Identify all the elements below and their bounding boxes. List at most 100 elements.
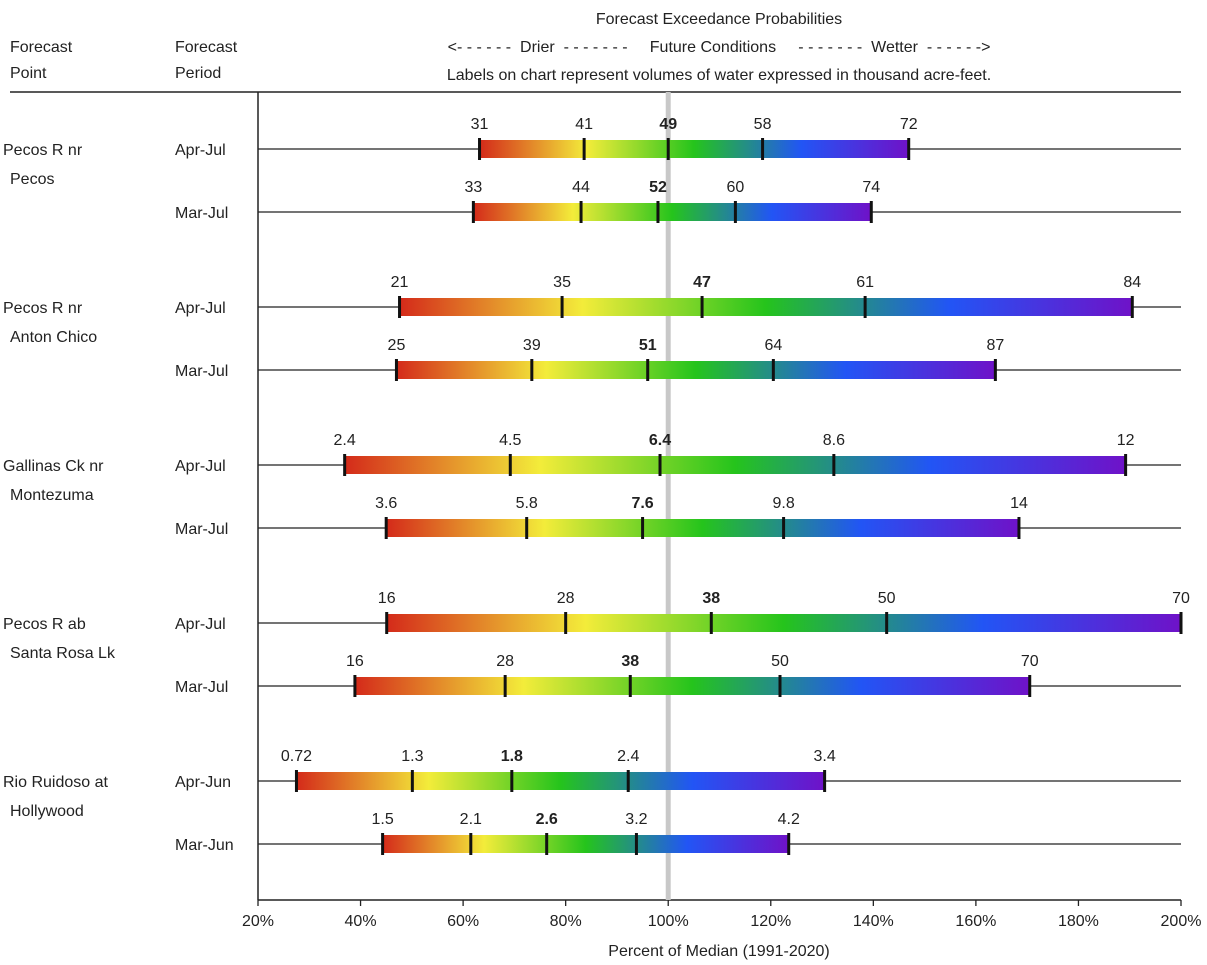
forecast-point-name: Rio Ruidoso at <box>3 774 109 791</box>
forecast-point-name-line2: Hollywood <box>10 803 84 820</box>
median-value-label: 2.6 <box>536 811 558 828</box>
forecast-point-group: Pecos R nr Pecos Apr-Jul 31 41 49 58 72 Mar-Jul 3… <box>3 116 1181 223</box>
period-label: Mar-Jul <box>175 521 228 538</box>
exceedance-value-label: 16 <box>378 590 396 607</box>
x-axis-label: Percent of Median (1991-2020) <box>608 943 829 960</box>
exceedance-value-label: 84 <box>1123 274 1141 291</box>
median-value-label: 38 <box>621 653 639 670</box>
median-value-label: 7.6 <box>631 495 653 512</box>
exceedance-range-bar <box>479 140 909 158</box>
exceedance-value-label: 87 <box>986 337 1004 354</box>
x-tick-label: 160% <box>955 913 996 930</box>
forecast-point-name-line2: Anton Chico <box>10 329 97 346</box>
median-value-label: 6.4 <box>649 432 671 449</box>
exceedance-value-label: 16 <box>346 653 364 670</box>
exceedance-value-label: 0.72 <box>281 748 312 765</box>
exceedance-value-label: 3.2 <box>625 811 647 828</box>
exceedance-range-bar <box>344 456 1126 474</box>
x-tick-label: 200% <box>1161 913 1202 930</box>
exceedance-value-label: 70 <box>1021 653 1039 670</box>
exceedance-value-label: 3.6 <box>375 495 397 512</box>
exceedance-value-label: 4.5 <box>499 432 521 449</box>
header-forecast-period-line2: Period <box>175 65 221 82</box>
period-label: Apr-Jul <box>175 458 226 475</box>
exceedance-range-bar <box>399 298 1133 316</box>
exceedance-range-bar <box>382 835 789 853</box>
exceedance-value-label: 72 <box>900 116 918 133</box>
exceedance-value-label: 2.4 <box>334 432 356 449</box>
exceedance-value-label: 28 <box>557 590 575 607</box>
forecast-row: Apr-Jul 2.4 4.5 6.4 8.6 12 <box>175 432 1181 476</box>
period-label: Apr-Jul <box>175 616 226 633</box>
forecast-row: Apr-Jul 16 28 38 50 70 <box>175 590 1190 634</box>
period-label: Apr-Jul <box>175 142 226 159</box>
x-axis: 20% 40% 60% 80% 100% 120% 140% 160% 180% 200% <box>242 900 1201 930</box>
x-tick-label: 80% <box>550 913 582 930</box>
exceedance-value-label: 60 <box>726 179 744 196</box>
exceedance-value-label: 31 <box>471 116 489 133</box>
chart-title: Forecast Exceedance Probabilities <box>596 11 842 28</box>
forecast-point-name: Pecos R nr <box>3 300 83 317</box>
exceedance-value-label: 39 <box>523 337 541 354</box>
exceedance-range-bar <box>386 614 1181 632</box>
exceedance-value-label: 44 <box>572 179 590 196</box>
exceedance-value-label: 50 <box>878 590 896 607</box>
x-tick-label: 120% <box>750 913 791 930</box>
header-forecast-period-line1: Forecast <box>175 39 238 56</box>
exceedance-value-label: 3.4 <box>813 748 835 765</box>
exceedance-value-label: 1.5 <box>371 811 393 828</box>
forecast-point-group: Rio Ruidoso at Hollywood Apr-Jun 0.72 1.3 1.8… <box>3 748 1181 855</box>
exceedance-value-label: 12 <box>1117 432 1135 449</box>
exceedance-value-label: 2.4 <box>617 748 639 765</box>
exceedance-value-label: 28 <box>496 653 514 670</box>
exceedance-value-label: 33 <box>464 179 482 196</box>
exceedance-value-label: 41 <box>575 116 593 133</box>
period-label: Mar-Jul <box>175 205 228 222</box>
median-value-label: 51 <box>639 337 657 354</box>
forecast-row: Apr-Jun 0.72 1.3 1.8 2.4 3.4 <box>175 748 1181 792</box>
median-value-label: 49 <box>659 116 677 133</box>
forecast-row: Mar-Jun 1.5 2.1 2.6 3.2 4.2 <box>175 811 1181 855</box>
forecast-row: Apr-Jul 31 41 49 58 72 <box>175 116 1181 160</box>
forecast-row: Mar-Jul 25 39 51 64 87 <box>175 337 1181 381</box>
exceedance-range-bar <box>296 772 825 790</box>
exceedance-range-bar <box>386 519 1019 537</box>
exceedance-value-label: 2.1 <box>460 811 482 828</box>
forecast-point-name-line2: Pecos <box>10 171 54 188</box>
chart-subtitle: <- - - - - - Drier - - - - - - - Future … <box>448 39 991 56</box>
median-value-label: 1.8 <box>501 748 523 765</box>
exceedance-value-label: 4.2 <box>778 811 800 828</box>
forecast-point-group: Pecos R ab Santa Rosa Lk Apr-Jul 16 28 38 50 70… <box>3 590 1190 697</box>
exceedance-value-label: 64 <box>764 337 782 354</box>
period-label: Mar-Jul <box>175 679 228 696</box>
x-tick-label: 140% <box>853 913 894 930</box>
forecast-point-name: Pecos R nr <box>3 142 83 159</box>
exceedance-value-label: 58 <box>754 116 772 133</box>
x-tick-label: 180% <box>1058 913 1099 930</box>
median-value-label: 47 <box>693 274 711 291</box>
x-tick-label: 60% <box>447 913 479 930</box>
header-forecast-point-line1: Forecast <box>10 39 73 56</box>
median-value-label: 38 <box>702 590 720 607</box>
exceedance-value-label: 61 <box>856 274 874 291</box>
forecast-row: Mar-Jul 3.6 5.8 7.6 9.8 14 <box>175 495 1181 539</box>
forecast-point-group: Pecos R nr Anton Chico Apr-Jul 21 35 47 61 84 Ma… <box>3 274 1181 381</box>
forecast-point-group: Gallinas Ck nr Montezuma Apr-Jul 2.4 4.5 6.4 8… <box>3 432 1181 539</box>
exceedance-value-label: 8.6 <box>823 432 845 449</box>
exceedance-value-label: 14 <box>1010 495 1028 512</box>
header-forecast-point-line2: Point <box>10 65 47 82</box>
period-label: Apr-Jul <box>175 300 226 317</box>
forecast-row: Mar-Jul 33 44 52 60 74 <box>175 179 1181 223</box>
forecast-point-name: Pecos R ab <box>3 616 86 633</box>
period-label: Mar-Jun <box>175 837 234 854</box>
forecast-point-name-line2: Santa Rosa Lk <box>10 645 116 662</box>
exceedance-value-label: 9.8 <box>772 495 794 512</box>
exceedance-value-label: 25 <box>388 337 406 354</box>
chart-note: Labels on chart represent volumes of wat… <box>447 67 991 84</box>
forecast-point-name: Gallinas Ck nr <box>3 458 104 475</box>
exceedance-value-label: 21 <box>391 274 409 291</box>
median-value-label: 52 <box>649 179 667 196</box>
exceedance-value-label: 5.8 <box>516 495 538 512</box>
exceedance-value-label: 74 <box>862 179 880 196</box>
